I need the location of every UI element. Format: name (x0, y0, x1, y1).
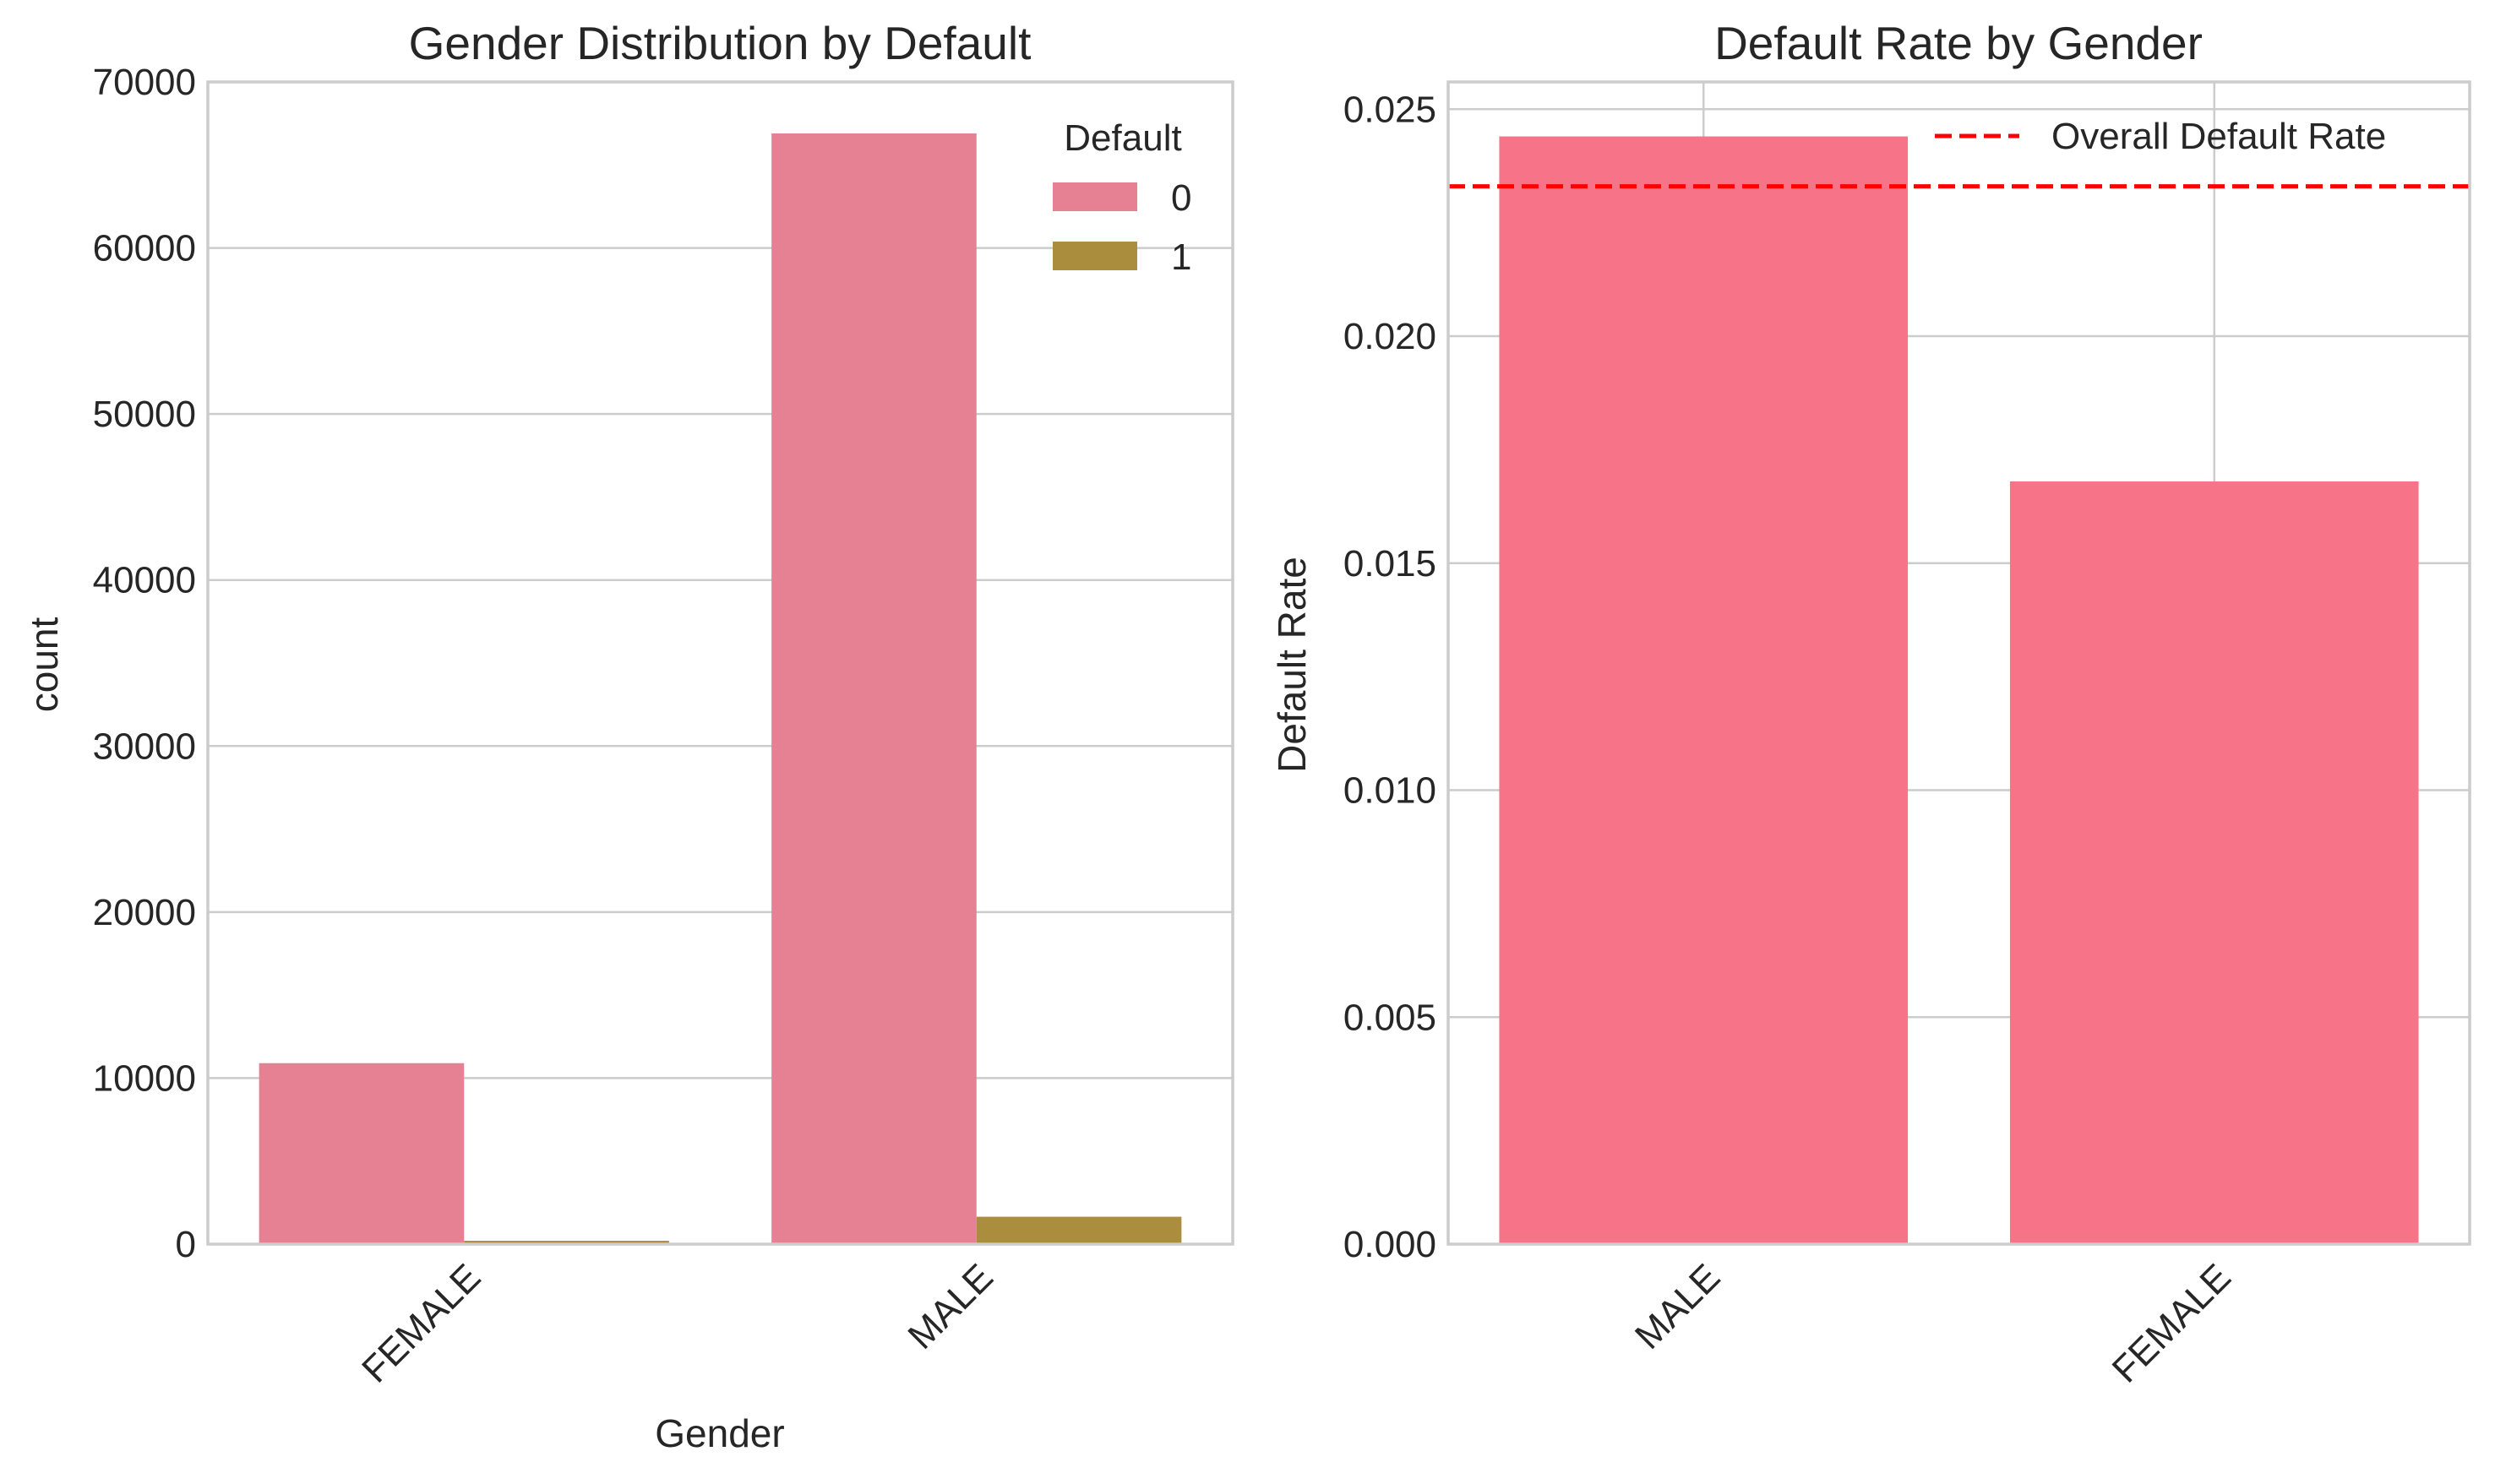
y-tick-label: 70000 (93, 62, 196, 103)
plot-area-left (208, 82, 1233, 1244)
bars-left (259, 133, 1182, 1245)
y-ticks-right: 0.000 0.005 0.010 0.015 0.020 0.025 (1343, 89, 1436, 1265)
y-axis-label-right: Default Rate (1270, 557, 1314, 773)
bar-female (2009, 481, 2419, 1244)
bar-female-default-1 (464, 1241, 669, 1244)
bar-male-default-0 (771, 133, 977, 1245)
chart-title-left: Gender Distribution by Default (409, 17, 1032, 69)
y-axis-label-left: count (22, 617, 66, 713)
legend-swatch-1 (1053, 242, 1137, 270)
y-tick-label: 50000 (93, 394, 196, 435)
bar-female-default-0 (259, 1063, 465, 1244)
legend-label-0: 0 (1171, 177, 1191, 219)
x-ticks-left: FEMALE MALE (354, 1256, 1001, 1390)
y-tick-label: 0 (176, 1224, 196, 1265)
x-ticks-right: MALE FEMALE (1627, 1256, 2239, 1390)
y-tick-label: 0.025 (1343, 89, 1436, 130)
plot-frame-left (206, 80, 1234, 1246)
y-tick-label: 10000 (93, 1057, 196, 1099)
legend-label-overall: Overall Default Rate (2051, 116, 2386, 157)
bar-male (1499, 136, 1909, 1244)
chart-title-right: Default Rate by Gender (1714, 17, 2203, 69)
bars-right (1499, 136, 2419, 1244)
bar-male-default-1 (976, 1216, 1182, 1244)
legend-left: Default 0 1 (1053, 117, 1191, 278)
y-tick-label: 20000 (93, 892, 196, 933)
legend-title: Default (1064, 117, 1181, 159)
chart-default-rate: 0.000 0.005 0.010 0.015 0.020 0.025 MALE FEMAL… (1270, 17, 2471, 1391)
x-tick-label: FEMALE (354, 1256, 488, 1390)
y-tick-label: 0.015 (1343, 543, 1436, 584)
legend-swatch-0 (1053, 182, 1137, 211)
y-tick-label: 0.020 (1343, 316, 1436, 357)
chart-gender-distribution: 0 10000 20000 30000 40000 50000 60000 70000 FEM… (22, 17, 1234, 1455)
plot-frame-right (1446, 80, 2471, 1246)
y-tick-label: 60000 (93, 228, 196, 269)
legend-right: Overall Default Rate (1935, 116, 2386, 157)
x-axis-label-left: Gender (655, 1411, 784, 1455)
y-ticks-left: 0 10000 20000 30000 40000 50000 60000 70000 (93, 62, 196, 1265)
y-tick-label: 0.005 (1343, 997, 1436, 1038)
x-tick-label: MALE (900, 1256, 1000, 1356)
y-tick-label: 30000 (93, 726, 196, 767)
x-tick-label: MALE (1627, 1256, 1728, 1356)
x-tick-label: FEMALE (2105, 1256, 2239, 1390)
y-tick-label: 0.000 (1343, 1224, 1436, 1265)
legend-label-1: 1 (1171, 236, 1191, 278)
y-tick-label: 40000 (93, 560, 196, 601)
y-tick-label: 0.010 (1343, 770, 1436, 812)
